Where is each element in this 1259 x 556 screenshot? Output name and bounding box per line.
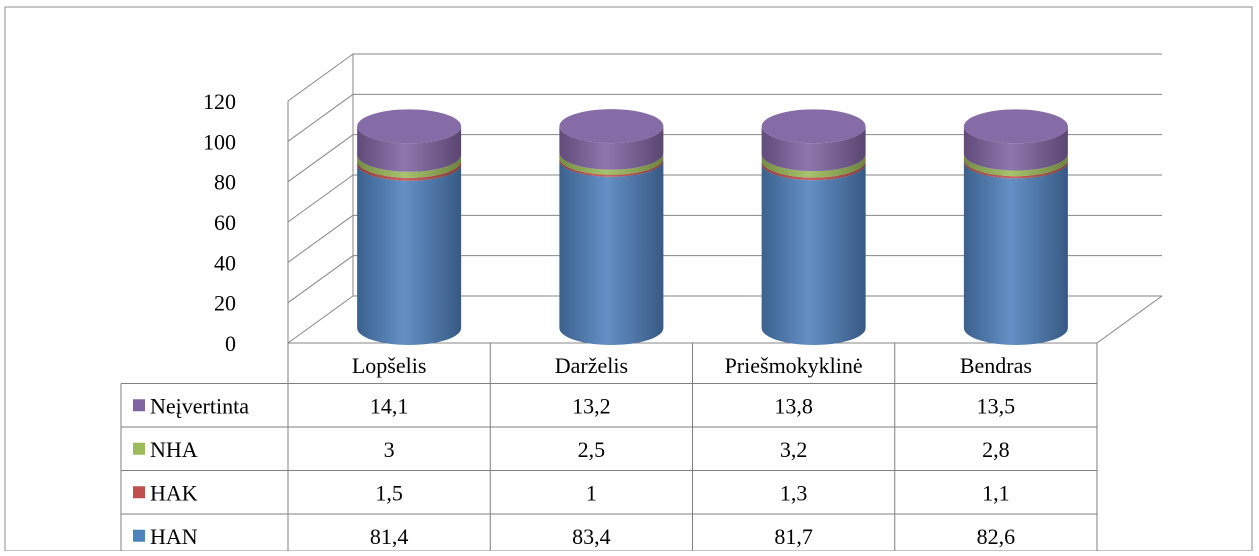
side-gridline [287,93,354,142]
y-tick-label: 80 [214,170,236,195]
data-label-neivertinta-bendras: 13,5 [977,393,1016,418]
y-tick-label: 20 [214,291,236,316]
data-label-neivertinta-priesmokykline: 13,8 [774,393,813,418]
data-label-nha-lopselis: 3 [384,437,395,462]
cylinder-lopselis [357,109,462,345]
data-label-han-darzelis: 83,4 [572,524,611,549]
bar-nha-lopselis [357,154,462,178]
bar-han-lopselis [357,163,462,345]
data-label-nha-bendras: 2,8 [982,437,1010,462]
y-tick-label: 120 [203,89,236,114]
side-gridline [287,255,354,304]
data-label-han-lopselis: 81,4 [370,524,409,549]
bar-nha-priesmokykline [761,154,866,178]
side-gridline [287,134,354,183]
category-label-priesmokykline: Priešmokyklinė [725,353,863,378]
legend-key-neivertinta [133,399,145,412]
bar-han-darzelis [559,159,664,345]
legend-label-nha: NHA [150,437,198,462]
data-label-nha-darzelis: 2,5 [578,437,606,462]
legend-key-han [133,529,145,542]
category-label-lopselis: Lopšelis [352,353,427,378]
side-gridline [287,214,354,263]
data-label-hak-bendras: 1,1 [982,480,1010,505]
legend-key-hak [133,486,145,499]
cylinder-top-bendras [963,109,1068,144]
side-gridline [287,295,354,344]
y-tick-label: 100 [203,129,236,154]
cylinder-top-lopselis [357,109,462,144]
y-tick-label: 60 [214,210,236,235]
data-label-hak-darzelis: 1 [586,480,597,505]
bar-han-bendras [963,161,1068,345]
bar-neivertinta-bendras [963,126,1068,171]
bar-nha-darzelis [559,152,664,175]
data-label-han-priesmokykline: 81,7 [774,524,813,549]
bar-neivertinta-darzelis [559,126,664,170]
side-gridline [287,174,354,223]
data-label-neivertinta-darzelis: 13,2 [572,393,611,418]
cylinder-bendras [963,109,1068,345]
data-label-hak-lopselis: 1,5 [375,480,403,505]
legend-label-neivertinta: Neįvertinta [150,393,249,418]
legend-label-han: HAN [150,524,198,549]
legend-key-nha [133,442,145,455]
bars [357,109,1068,345]
data-table: Lopšelis Darželis Priešmokyklinė Bendras Neį… [120,343,1098,556]
y-tick-label: 0 [225,331,236,356]
bar-hak-lopselis [357,160,462,181]
bar-neivertinta-lopselis [357,126,462,172]
bar-han-priesmokykline [761,163,866,345]
data-label-hak-priesmokykline: 1,3 [780,480,808,505]
category-label-darzelis: Darželis [555,353,628,378]
side-gridline [287,53,354,102]
cylinder-top-darzelis [559,109,664,144]
bar-neivertinta-priesmokykline [761,126,866,172]
category-label-bendras: Bendras [960,353,1032,378]
cylinder-darzelis [559,109,664,345]
floor-right-edge [1096,295,1163,344]
y-axis-ticks: 0 20 40 60 80 100 120 [203,89,236,356]
cylinder-top-priesmokykline [761,109,866,144]
data-label-han-bendras: 82,6 [977,524,1016,549]
legend-label-hak: HAK [150,480,198,505]
data-label-nha-priesmokykline: 3,2 [780,437,808,462]
bar-nha-bendras [963,153,1068,177]
cylinder-priesmokykline [761,109,866,345]
y-tick-label: 40 [214,250,236,275]
data-label-neivertinta-lopselis: 14,1 [370,393,409,418]
